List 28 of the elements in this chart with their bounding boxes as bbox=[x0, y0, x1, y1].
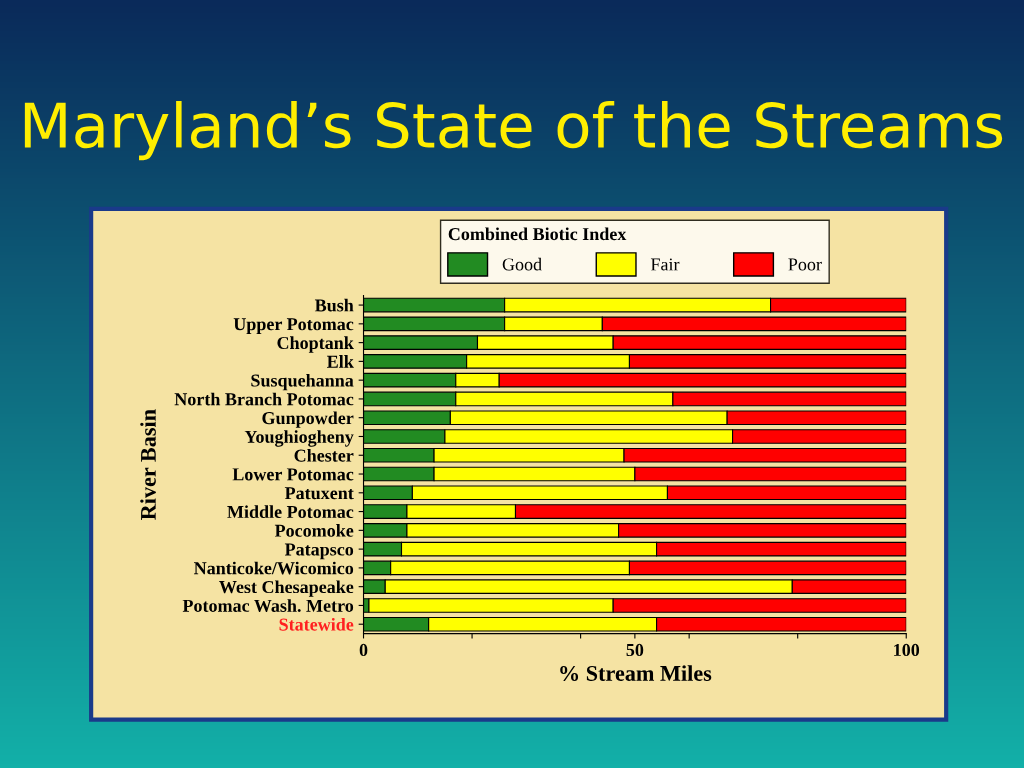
x-axis-title: % Stream Miles bbox=[560, 665, 712, 681]
x-tick-label: 100 bbox=[894, 643, 920, 657]
legend-label: Good bbox=[502, 257, 542, 271]
legend-title: Combined Biotic Index bbox=[448, 227, 627, 241]
y-tick-label: Potomac Wash. Metro bbox=[182, 599, 354, 612]
y-tick-label: West Chesapeake bbox=[219, 580, 354, 597]
y-tick-label: North Branch Potomac bbox=[174, 392, 354, 406]
y-tick-label: Bush bbox=[314, 298, 354, 312]
y-tick-label: Choptank bbox=[277, 336, 354, 353]
y-tick-label: Gunpowder bbox=[262, 411, 354, 428]
y-tick-label: Chester bbox=[294, 448, 354, 462]
y-tick-label: Youghiogheny bbox=[244, 430, 354, 447]
y-tick-label: Elk bbox=[327, 355, 354, 368]
y-tick-label: Susquehanna bbox=[251, 373, 354, 391]
y-tick-label: Upper Potomac bbox=[233, 318, 354, 334]
y-tick-label: Middle Potomac bbox=[227, 505, 354, 519]
y-tick-label: Lower Potomac bbox=[232, 468, 354, 481]
chart-title: Maryland’s State of the Streams bbox=[24, 100, 1003, 161]
y-tick-label: Statewide bbox=[279, 617, 354, 631]
y-tick-label: Patapsco bbox=[284, 543, 354, 560]
x-tick-label: 50 bbox=[626, 643, 644, 657]
y-tick-label: Nanticoke/Wicomico bbox=[193, 561, 354, 575]
y-tick-label: Pocomoke bbox=[274, 524, 354, 537]
legend-label: Fair bbox=[650, 258, 680, 271]
legend-label: Poor bbox=[788, 258, 822, 271]
y-tick-label: Patuxent bbox=[284, 487, 354, 500]
x-tick-label: 0 bbox=[359, 643, 368, 657]
y-axis-title: River Basin bbox=[140, 409, 156, 520]
